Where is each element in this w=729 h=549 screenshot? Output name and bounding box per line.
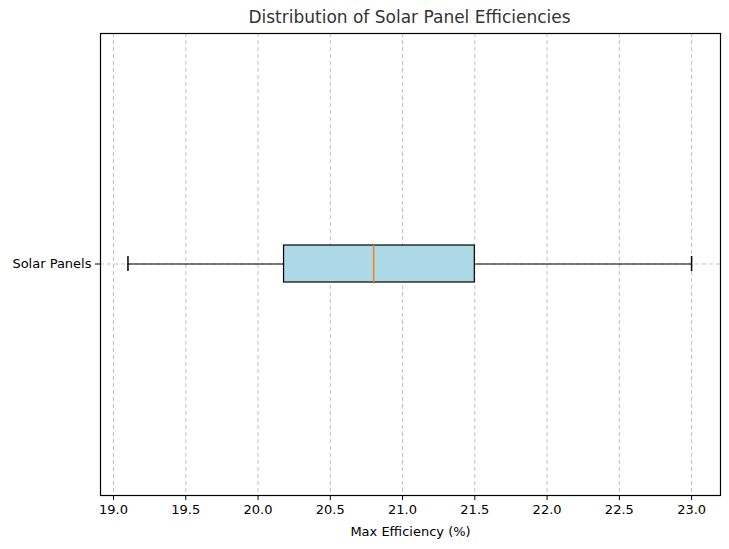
svg-text:19.5: 19.5 (171, 502, 200, 517)
svg-text:21.0: 21.0 (388, 502, 417, 517)
svg-text:22.0: 22.0 (533, 502, 562, 517)
svg-text:Max Efficiency (%): Max Efficiency (%) (350, 524, 470, 539)
svg-text:20.5: 20.5 (316, 502, 345, 517)
svg-text:23.0: 23.0 (677, 502, 706, 517)
svg-text:22.5: 22.5 (605, 502, 634, 517)
svg-text:Solar Panels: Solar Panels (12, 256, 91, 271)
svg-text:20.0: 20.0 (244, 502, 273, 517)
html-text:Distribution of Solar Panel Ef: Distribution of Solar Panel Efficiencies (248, 7, 571, 27)
svg-text:19.0: 19.0 (99, 502, 128, 517)
svg-text:21.5: 21.5 (460, 502, 489, 517)
